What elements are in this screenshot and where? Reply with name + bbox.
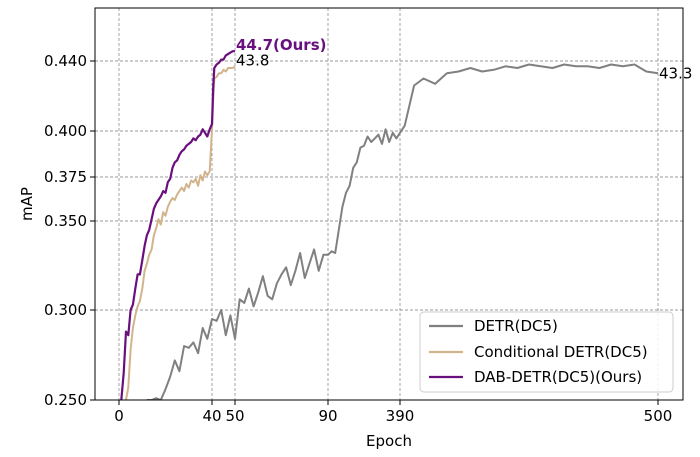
plot-frame bbox=[94, 7, 684, 401]
legend-label-conditional-detr: Conditional DETR(DC5) bbox=[474, 343, 648, 361]
legend-label-detr: DETR(DC5) bbox=[474, 317, 558, 335]
y-axis-ticks: 0.250 0.300 0.350 0.375 0.400 0.440 bbox=[44, 52, 95, 409]
x-tick-label: 50 bbox=[225, 407, 244, 425]
end-label-detr: 43.3 bbox=[659, 64, 692, 82]
legend-label-dab-detr: DAB-DETR(DC5)(Ours) bbox=[474, 368, 642, 386]
y-tick-label: 0.440 bbox=[44, 52, 87, 70]
end-label-dab-detr: 44.7(Ours) bbox=[236, 36, 326, 54]
x-tick-label: 0 bbox=[114, 407, 124, 425]
x-tick-label: 500 bbox=[644, 407, 673, 425]
x-tick-label: 90 bbox=[318, 407, 337, 425]
legend: DETR(DC5) Conditional DETR(DC5) DAB-DETR… bbox=[419, 311, 674, 393]
series-line-conditional-detr bbox=[125, 65, 236, 400]
y-tick-label: 0.350 bbox=[44, 212, 87, 230]
end-label-conditional-detr: 43.8 bbox=[236, 51, 269, 69]
series-line-dab-detr bbox=[120, 50, 235, 400]
x-axis-ticks: 0 40 50 90 390 500 bbox=[114, 400, 672, 425]
end-labels: 43.3 43.844.7(Ours) bbox=[236, 36, 692, 82]
x-tick-label: 40 bbox=[202, 407, 221, 425]
grid bbox=[95, 8, 683, 401]
y-tick-label: 0.250 bbox=[44, 391, 87, 409]
y-tick-label: 0.375 bbox=[44, 168, 87, 186]
series-lines bbox=[120, 50, 659, 400]
x-tick-label: 390 bbox=[386, 407, 415, 425]
series-line-detr bbox=[146, 63, 659, 400]
y-axis-label: mAP bbox=[18, 187, 36, 221]
x-axis-label: Epoch bbox=[366, 432, 412, 450]
legend-box bbox=[419, 311, 674, 393]
y-tick-label: 0.300 bbox=[44, 301, 87, 319]
y-tick-label: 0.400 bbox=[44, 122, 87, 140]
